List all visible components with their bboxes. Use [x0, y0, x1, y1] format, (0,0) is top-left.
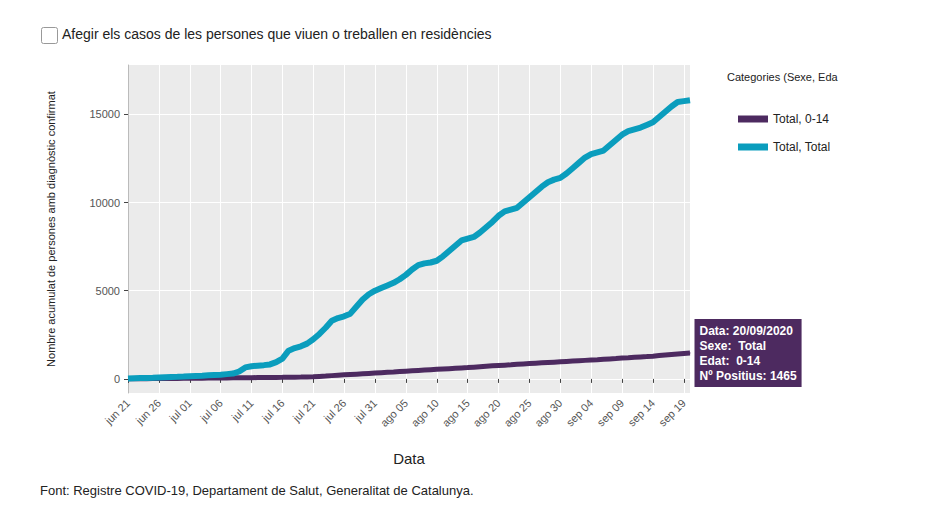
svg-text:Categories (Sexe, Eda: Categories (Sexe, Eda [727, 71, 839, 83]
svg-text:Afegir els casos de les person: Afegir els casos de les persones que viu… [62, 26, 492, 42]
svg-text:jul 06: jul 06 [197, 397, 225, 425]
svg-text:jun 26: jun 26 [133, 397, 163, 427]
svg-text:Nombre acumulat de persones am: Nombre acumulat de persones amb diagnòst… [45, 91, 57, 367]
svg-text:Total, 0-14: Total, 0-14 [773, 112, 829, 126]
svg-text:ago 15: ago 15 [440, 397, 472, 429]
svg-text:Data: 20/09/2020: Data: 20/09/2020 [700, 324, 794, 338]
svg-text:Data: Data [393, 450, 425, 467]
svg-text:ago 05: ago 05 [378, 397, 410, 429]
svg-text:Font: Registre COVID-19, Depar: Font: Registre COVID-19, Departament de … [40, 483, 474, 498]
svg-text:Total, Total: Total, Total [773, 140, 830, 154]
svg-text:jul 01: jul 01 [166, 397, 194, 425]
svg-text:sep 19: sep 19 [656, 397, 688, 429]
svg-text:ago 10: ago 10 [409, 397, 441, 429]
svg-text:ago 20: ago 20 [471, 397, 503, 429]
svg-text:jul 16: jul 16 [259, 397, 287, 425]
svg-text:jul 26: jul 26 [321, 397, 349, 425]
svg-text:jul 11: jul 11 [229, 397, 256, 424]
svg-text:ago 30: ago 30 [532, 397, 564, 429]
svg-text:0: 0 [114, 373, 120, 385]
svg-text:15000: 15000 [89, 108, 120, 120]
svg-text:Sexe: Total: Sexe: Total [700, 339, 766, 353]
svg-text:Edat: 0-14: Edat: 0-14 [700, 354, 761, 368]
svg-text:Nº Positius: 1465: Nº Positius: 1465 [700, 369, 797, 383]
svg-text:5000: 5000 [96, 285, 120, 297]
svg-text:sep 04: sep 04 [564, 397, 596, 429]
svg-text:10000: 10000 [89, 197, 120, 209]
svg-text:jul 21: jul 21 [290, 397, 318, 425]
svg-text:sep 09: sep 09 [594, 397, 626, 429]
svg-text:jul 31: jul 31 [352, 397, 380, 425]
svg-text:ago 25: ago 25 [501, 397, 533, 429]
svg-text:jun 21: jun 21 [102, 397, 132, 427]
svg-text:sep 14: sep 14 [625, 397, 657, 429]
